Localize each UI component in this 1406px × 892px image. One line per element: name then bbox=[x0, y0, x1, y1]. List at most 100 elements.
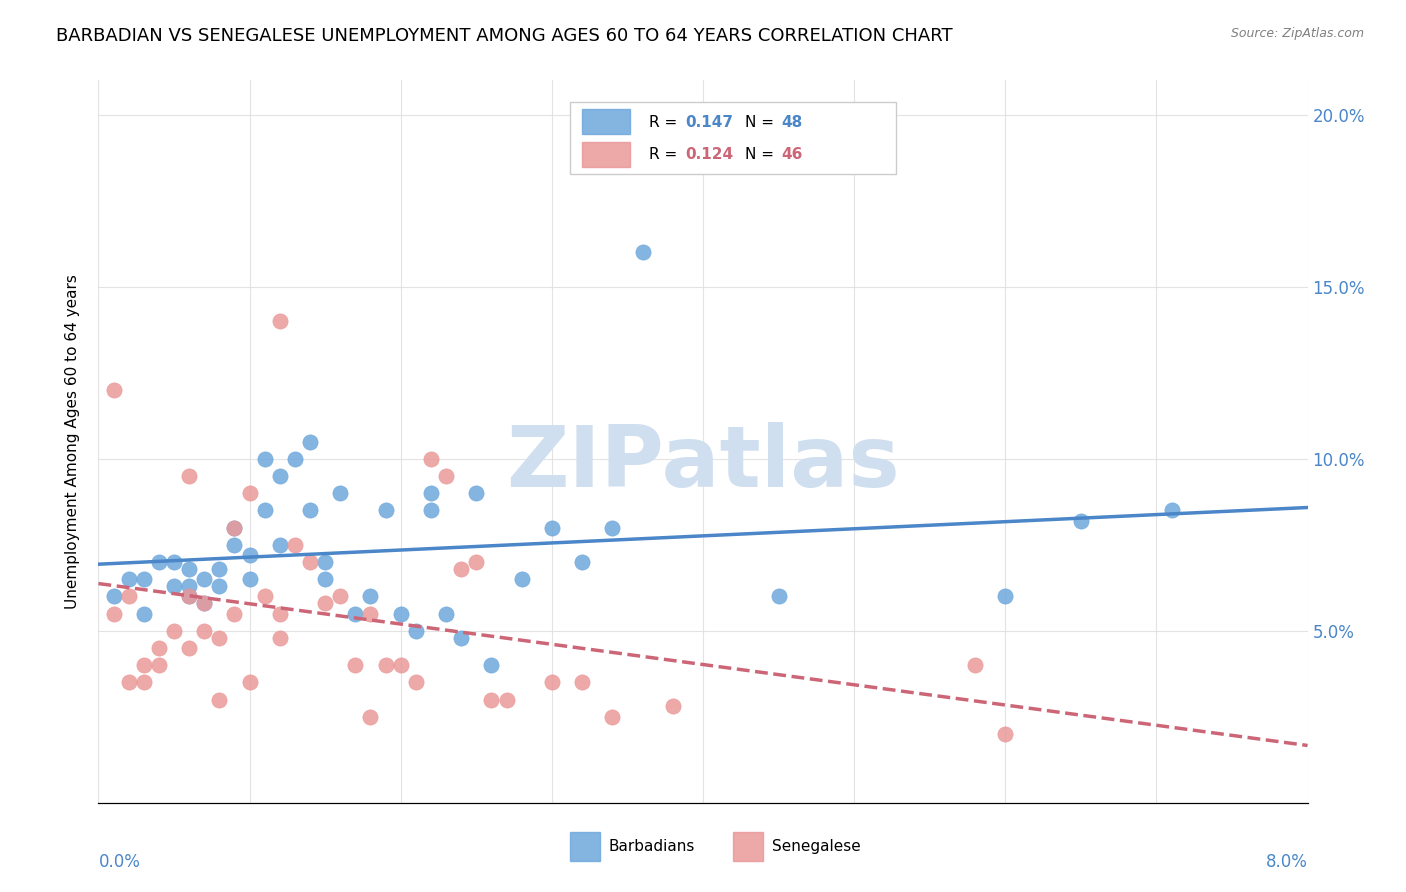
Point bbox=[224, 520, 246, 534]
Point bbox=[239, 548, 262, 562]
Point bbox=[269, 631, 291, 645]
Text: N =: N = bbox=[745, 147, 779, 162]
Point bbox=[103, 383, 125, 397]
Point bbox=[253, 590, 276, 604]
Point bbox=[253, 451, 276, 466]
Text: 0.124: 0.124 bbox=[685, 147, 733, 162]
Point bbox=[148, 658, 170, 673]
Point bbox=[374, 503, 396, 517]
Point bbox=[269, 469, 291, 483]
Point bbox=[163, 624, 186, 638]
Text: BARBADIAN VS SENEGALESE UNEMPLOYMENT AMONG AGES 60 TO 64 YEARS CORRELATION CHART: BARBADIAN VS SENEGALESE UNEMPLOYMENT AMO… bbox=[56, 27, 953, 45]
Point bbox=[602, 520, 624, 534]
Text: 46: 46 bbox=[782, 147, 803, 162]
Point bbox=[329, 486, 352, 500]
Point bbox=[208, 562, 231, 576]
Point bbox=[360, 710, 382, 724]
Point bbox=[510, 572, 533, 586]
Point bbox=[1160, 503, 1182, 517]
Point bbox=[284, 451, 307, 466]
FancyBboxPatch shape bbox=[569, 102, 897, 174]
Point bbox=[193, 572, 215, 586]
Point bbox=[540, 675, 562, 690]
Point bbox=[420, 503, 443, 517]
Point bbox=[495, 692, 517, 706]
Point bbox=[132, 658, 155, 673]
Point bbox=[179, 579, 201, 593]
Point bbox=[193, 624, 215, 638]
Text: Senegalese: Senegalese bbox=[772, 838, 860, 854]
Point bbox=[768, 590, 790, 604]
Text: 0.147: 0.147 bbox=[685, 115, 733, 129]
Point bbox=[132, 675, 155, 690]
Point bbox=[571, 555, 593, 569]
Point bbox=[661, 699, 683, 714]
Point bbox=[299, 434, 322, 449]
Point bbox=[179, 590, 201, 604]
Point bbox=[193, 596, 215, 610]
Point bbox=[299, 555, 322, 569]
Text: 48: 48 bbox=[782, 115, 803, 129]
Point bbox=[132, 572, 155, 586]
Point bbox=[148, 640, 170, 655]
Point bbox=[193, 596, 215, 610]
Point bbox=[269, 538, 291, 552]
Point bbox=[148, 555, 170, 569]
Point bbox=[224, 607, 246, 621]
FancyBboxPatch shape bbox=[569, 831, 600, 861]
Point bbox=[118, 590, 141, 604]
Point bbox=[284, 538, 307, 552]
Point bbox=[208, 631, 231, 645]
Point bbox=[239, 572, 262, 586]
Point bbox=[314, 555, 336, 569]
Point bbox=[224, 538, 246, 552]
Y-axis label: Unemployment Among Ages 60 to 64 years: Unemployment Among Ages 60 to 64 years bbox=[65, 274, 80, 609]
Point bbox=[239, 486, 262, 500]
Point bbox=[450, 631, 472, 645]
Text: Barbadians: Barbadians bbox=[609, 838, 695, 854]
Point bbox=[994, 590, 1017, 604]
Point bbox=[224, 520, 246, 534]
Text: 8.0%: 8.0% bbox=[1265, 854, 1308, 871]
Point bbox=[405, 624, 427, 638]
Text: R =: R = bbox=[648, 147, 682, 162]
Point bbox=[179, 562, 201, 576]
Point bbox=[163, 579, 186, 593]
Text: ZIPatlas: ZIPatlas bbox=[506, 422, 900, 505]
Point bbox=[374, 658, 396, 673]
Point bbox=[465, 555, 488, 569]
Point bbox=[602, 710, 624, 724]
Point bbox=[269, 314, 291, 328]
Point bbox=[434, 607, 457, 621]
Text: 0.0%: 0.0% bbox=[98, 854, 141, 871]
Point bbox=[299, 503, 322, 517]
Point bbox=[208, 692, 231, 706]
Point bbox=[179, 590, 201, 604]
Point bbox=[389, 607, 412, 621]
Point bbox=[208, 579, 231, 593]
Point bbox=[1070, 514, 1092, 528]
Point bbox=[389, 658, 412, 673]
Text: N =: N = bbox=[745, 115, 779, 129]
Point bbox=[179, 640, 201, 655]
Point bbox=[965, 658, 987, 673]
Point bbox=[314, 572, 336, 586]
Point bbox=[465, 486, 488, 500]
Point bbox=[481, 692, 503, 706]
Point bbox=[118, 675, 141, 690]
Point bbox=[631, 245, 654, 260]
Point bbox=[118, 572, 141, 586]
Point bbox=[420, 486, 443, 500]
Point bbox=[434, 469, 457, 483]
Point bbox=[481, 658, 503, 673]
Point bbox=[571, 675, 593, 690]
Point bbox=[344, 658, 367, 673]
Point bbox=[179, 469, 201, 483]
Point bbox=[994, 727, 1017, 741]
Text: Source: ZipAtlas.com: Source: ZipAtlas.com bbox=[1230, 27, 1364, 40]
FancyBboxPatch shape bbox=[582, 142, 630, 167]
Point bbox=[163, 555, 186, 569]
Point bbox=[253, 503, 276, 517]
FancyBboxPatch shape bbox=[734, 831, 763, 861]
Point bbox=[132, 607, 155, 621]
